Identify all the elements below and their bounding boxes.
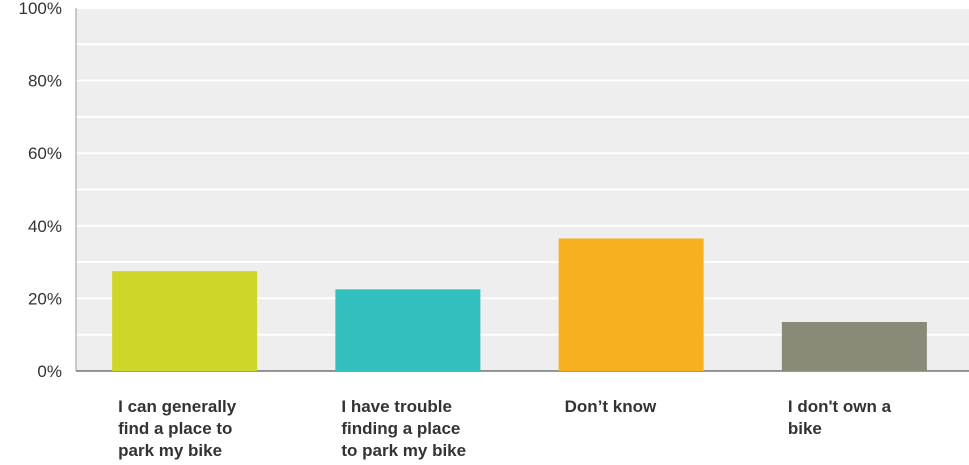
y-tick-label: 80%: [28, 72, 62, 91]
bar: [335, 289, 481, 371]
y-tick-label: 100%: [19, 0, 62, 18]
y-tick-label: 0%: [37, 362, 62, 381]
category-labels: I can generally find a place to park my bi…: [118, 397, 891, 460]
category-label: I have trouble finding a place to park my …: [341, 397, 466, 460]
category-label: I can generally find a place to park my bi…: [118, 397, 237, 460]
category-label-line: finding a place: [341, 419, 460, 438]
category-label-line: I have trouble: [341, 397, 452, 416]
bars: [112, 238, 927, 371]
category-label-line: I don't own a: [788, 397, 892, 416]
category-label: I don't own a bike: [788, 397, 892, 438]
bar: [112, 271, 258, 371]
y-tick-labels: 0% 20% 40% 60% 80% 100%: [19, 0, 62, 381]
bar: [781, 321, 927, 371]
category-label-line: Don’t know: [565, 397, 657, 416]
category-label-line: I can generally: [118, 397, 237, 416]
y-tick-label: 40%: [28, 217, 62, 236]
category-label-line: park my bike: [118, 441, 222, 460]
category-label-line: to park my bike: [341, 441, 466, 460]
category-label-line: bike: [788, 419, 822, 438]
y-tick-label: 60%: [28, 144, 62, 163]
category-label: Don’t know: [565, 397, 657, 416]
y-tick-label: 20%: [28, 289, 62, 308]
bar: [558, 238, 704, 371]
category-label-line: find a place to: [118, 419, 232, 438]
gridlines: [76, 7, 969, 336]
